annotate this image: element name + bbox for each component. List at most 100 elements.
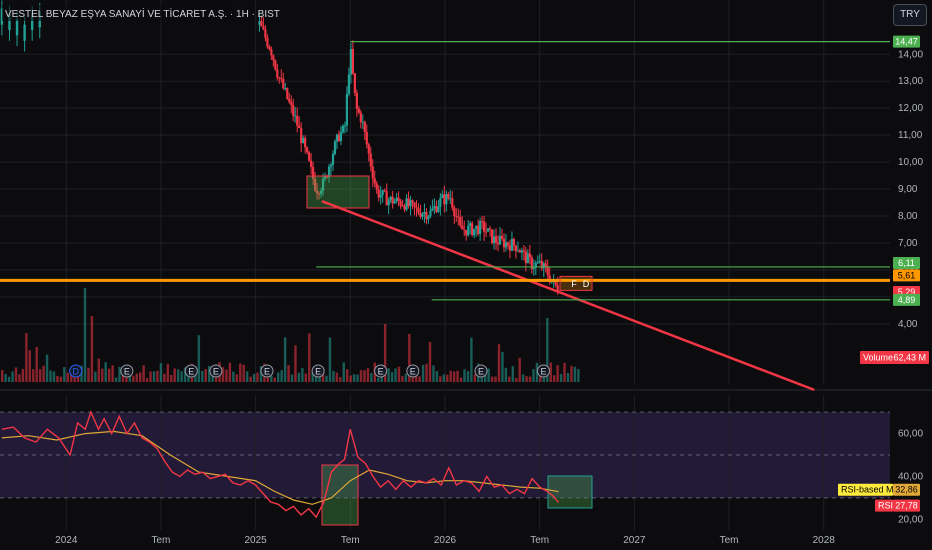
volume-bar <box>221 367 225 382</box>
candle-body <box>385 190 388 206</box>
volume-bar <box>415 372 418 382</box>
volume-bar <box>515 377 518 382</box>
price-badge <box>893 256 920 269</box>
candle-body <box>395 197 398 202</box>
candle-body <box>319 190 323 194</box>
candle-body <box>371 166 374 179</box>
candle-body <box>0 8 4 25</box>
volume-bar <box>180 371 183 382</box>
volume-bar <box>239 363 242 382</box>
volume-bar <box>449 370 452 382</box>
volume-bar <box>121 374 125 382</box>
event-badge <box>311 364 325 378</box>
candle-body <box>443 194 446 205</box>
candle-body <box>280 78 283 80</box>
volume-bar <box>549 362 552 382</box>
volume-bar <box>528 376 532 382</box>
x-tick-label: Tem <box>720 535 739 546</box>
candle-body <box>290 101 293 105</box>
candle-body <box>534 262 537 268</box>
candle-body <box>463 229 466 231</box>
event-badge-label: E <box>540 367 546 377</box>
candle-body <box>439 197 442 207</box>
candle-body <box>469 223 472 226</box>
volume-bar <box>383 324 387 382</box>
volume-bar <box>183 367 187 382</box>
candle-body <box>373 178 376 184</box>
candle-body <box>288 98 291 102</box>
candle-body <box>317 193 321 195</box>
volume-bar <box>38 369 42 382</box>
candle-body <box>8 13 11 30</box>
volume-bar <box>18 374 21 382</box>
volume-bar <box>470 337 473 382</box>
candle-body <box>335 134 339 142</box>
current-marker-label: D <box>583 279 590 289</box>
currency-button[interactable]: TRY <box>893 4 927 26</box>
volume-bar <box>159 363 163 382</box>
candle-body <box>514 245 518 251</box>
volume-bar <box>87 367 90 382</box>
y-tick-label: 13,00 <box>898 76 923 87</box>
candle-body <box>490 229 494 244</box>
volume-bar <box>294 345 297 382</box>
candle-body <box>425 212 428 220</box>
rsi-tick-label: 40,00 <box>898 471 923 482</box>
volume-bar <box>463 369 466 382</box>
volume-bar <box>94 371 97 382</box>
candle-body <box>278 77 281 79</box>
volume-bar <box>163 373 166 382</box>
candle-body <box>353 73 356 93</box>
candle-body <box>274 60 277 70</box>
volume-bar <box>70 370 73 382</box>
volume-bar <box>235 374 238 382</box>
candle-body <box>375 183 378 190</box>
rsi-ma-line <box>1 430 559 505</box>
volume-bar <box>59 376 63 382</box>
candle-body <box>310 160 313 167</box>
volume-bar <box>387 368 390 382</box>
price-badge-label: 6,11 <box>898 258 915 268</box>
volume-bar <box>304 373 307 382</box>
volume-bar <box>283 337 287 382</box>
y-tick-label: 4,00 <box>898 319 918 330</box>
candle-body <box>361 121 364 123</box>
volume-bar <box>390 372 394 382</box>
volume-bar <box>563 362 566 382</box>
candle-body <box>403 205 406 210</box>
candle-body <box>260 21 263 27</box>
event-badge <box>69 364 83 378</box>
rsi-ma-value: 32,86 <box>895 485 918 495</box>
candle-body <box>417 208 420 214</box>
candle-body <box>459 217 462 226</box>
candle-body <box>347 74 350 94</box>
event-badge <box>184 364 198 378</box>
candle-body <box>435 206 438 212</box>
candle-body <box>540 260 543 269</box>
candle-body <box>286 88 289 99</box>
volume-bar <box>132 375 135 382</box>
candle-body <box>433 206 436 209</box>
volume-bar <box>242 364 245 382</box>
candle-body <box>296 115 299 126</box>
event-badge <box>406 364 420 378</box>
candle-body <box>471 223 474 236</box>
candle-body <box>516 250 520 252</box>
volume-bar <box>311 372 314 382</box>
candle-body <box>272 55 275 61</box>
candle-body <box>294 115 297 117</box>
volume-bar <box>270 375 273 382</box>
candle-body <box>427 216 430 220</box>
rsi-value: 27,78 <box>895 501 918 511</box>
volume-bar <box>14 367 18 382</box>
candle-body <box>369 153 372 167</box>
volume-bar <box>377 377 380 382</box>
event-badge <box>120 364 134 378</box>
candle-body <box>477 225 480 235</box>
candle-body <box>266 37 269 47</box>
candle-body <box>512 238 516 246</box>
event-badge-label: E <box>378 367 384 377</box>
volume-bar <box>494 376 497 382</box>
candle-body <box>530 257 533 270</box>
